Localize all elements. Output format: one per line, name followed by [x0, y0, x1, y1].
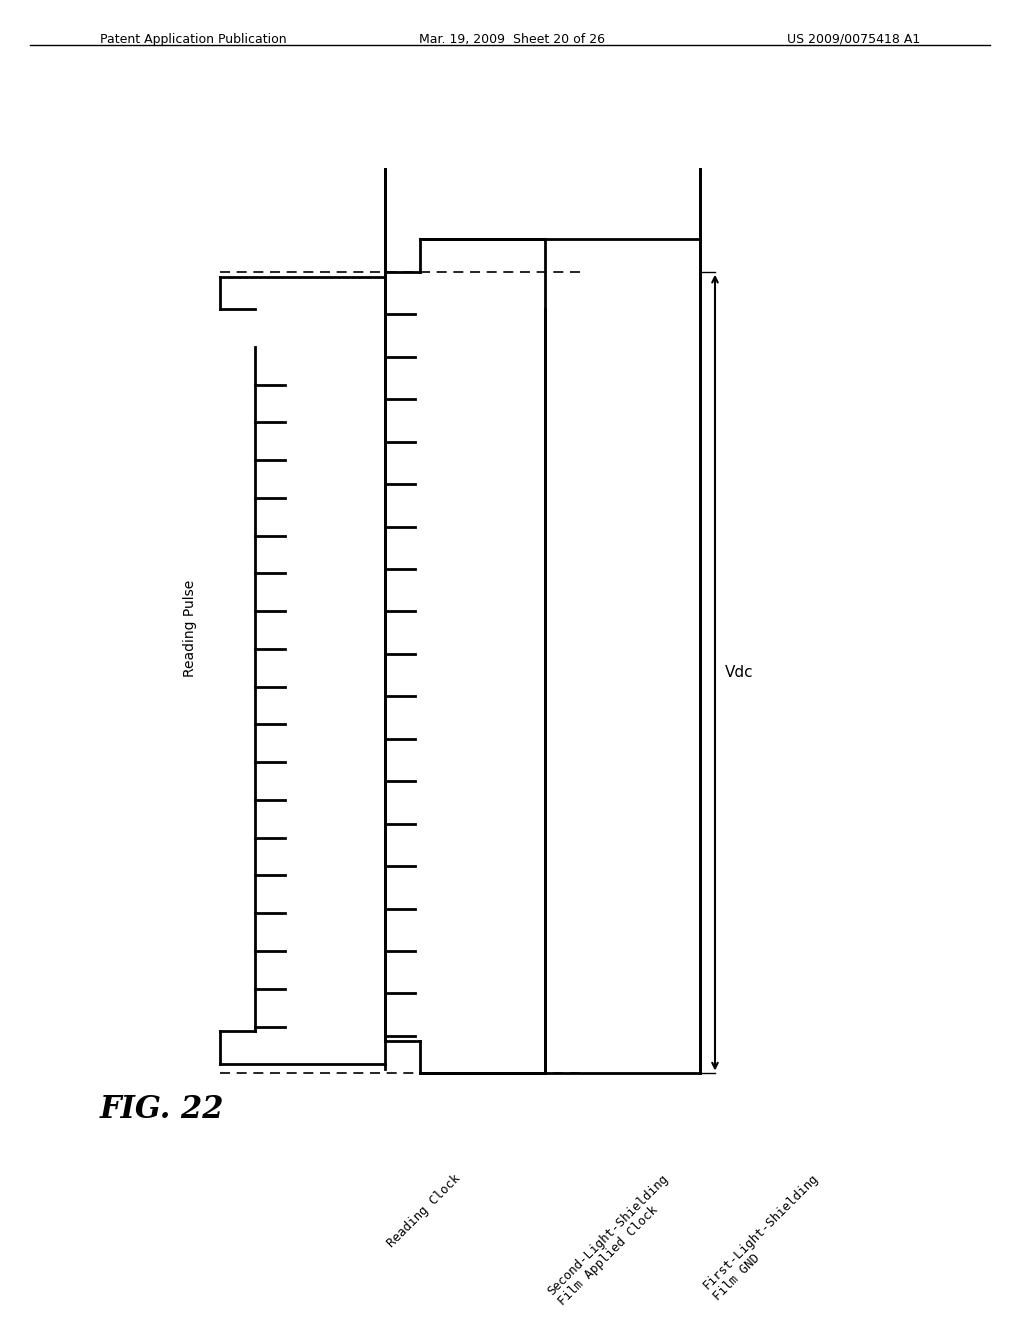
Text: FIG. 22: FIG. 22 — [100, 1094, 224, 1125]
Text: Vdc: Vdc — [725, 665, 754, 680]
Text: Patent Application Publication: Patent Application Publication — [100, 33, 287, 46]
Text: Reading Pulse: Reading Pulse — [183, 579, 197, 677]
Text: First-Light-Shielding
Film GND: First-Light-Shielding Film GND — [700, 1172, 831, 1303]
Text: Second-Light-Shielding
Film Applied Clock: Second-Light-Shielding Film Applied Cloc… — [545, 1172, 681, 1308]
Text: US 2009/0075418 A1: US 2009/0075418 A1 — [786, 33, 920, 46]
Text: Reading Clock: Reading Clock — [385, 1172, 463, 1250]
Text: Mar. 19, 2009  Sheet 20 of 26: Mar. 19, 2009 Sheet 20 of 26 — [419, 33, 605, 46]
